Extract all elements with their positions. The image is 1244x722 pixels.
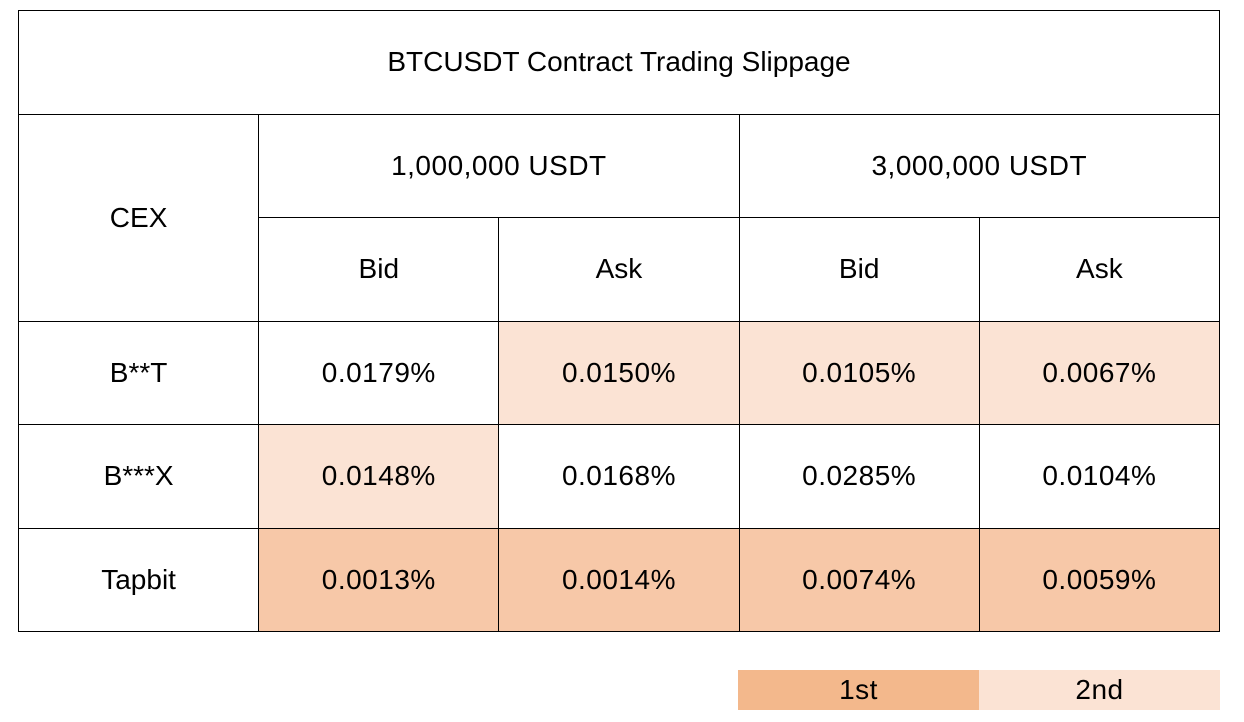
exchange-name: Tapbit [17, 527, 260, 632]
sub-header-row: Bid Ask Bid Ask [19, 217, 1221, 322]
cex-header: CEX [17, 113, 260, 322]
group-header-row: CEX 1,000,000 USDT 3,000,000 USDT [17, 113, 1221, 322]
slippage-cell: 0.0067% [978, 320, 1221, 425]
slippage-cell: 0.0105% [738, 320, 980, 425]
slippage-cell: 0.0074% [738, 527, 980, 632]
group-header-3m: 3,000,000 USDT [738, 113, 1221, 218]
slippage-cell: 0.0104% [978, 424, 1221, 529]
slippage-cell: 0.0059% [978, 527, 1221, 632]
slippage-cell: 0.0014% [498, 527, 740, 632]
slippage-cell: 0.0150% [498, 320, 740, 425]
sub-header-1m-ask: Ask [498, 217, 740, 322]
table-row: B***X 0.0148% 0.0168% 0.0285% 0.0104% [17, 424, 1221, 529]
table-row: Tapbit 0.0013% 0.0014% 0.0074% 0.0059% [17, 527, 1221, 632]
sub-header-3m-bid: Bid [738, 217, 980, 322]
sub-header-3m-ask: Ask [978, 217, 1221, 322]
sub-header-1m-bid: Bid [258, 217, 500, 322]
slippage-cell: 0.0168% [498, 424, 740, 529]
title-row: BTCUSDT Contract Trading Slippage [18, 10, 1220, 115]
slippage-cell: 0.0148% [258, 424, 500, 529]
slippage-table: BTCUSDT Contract Trading Slippage CEX 1,… [17, 10, 1221, 632]
table-title: BTCUSDT Contract Trading Slippage [18, 10, 1220, 115]
slippage-cell: 0.0285% [738, 424, 980, 529]
exchange-name: B**T [17, 320, 260, 425]
legend-second-place: 2nd [979, 670, 1220, 710]
group-header-1m: 1,000,000 USDT [258, 113, 740, 218]
slippage-cell: 0.0179% [258, 320, 500, 425]
legend-first-place: 1st [738, 670, 979, 710]
exchange-name: B***X [17, 424, 260, 529]
legend: 1st 2nd [738, 670, 1220, 710]
slippage-cell: 0.0013% [258, 527, 500, 632]
table-row: B**T 0.0179% 0.0150% 0.0105% 0.0067% [17, 320, 1221, 425]
